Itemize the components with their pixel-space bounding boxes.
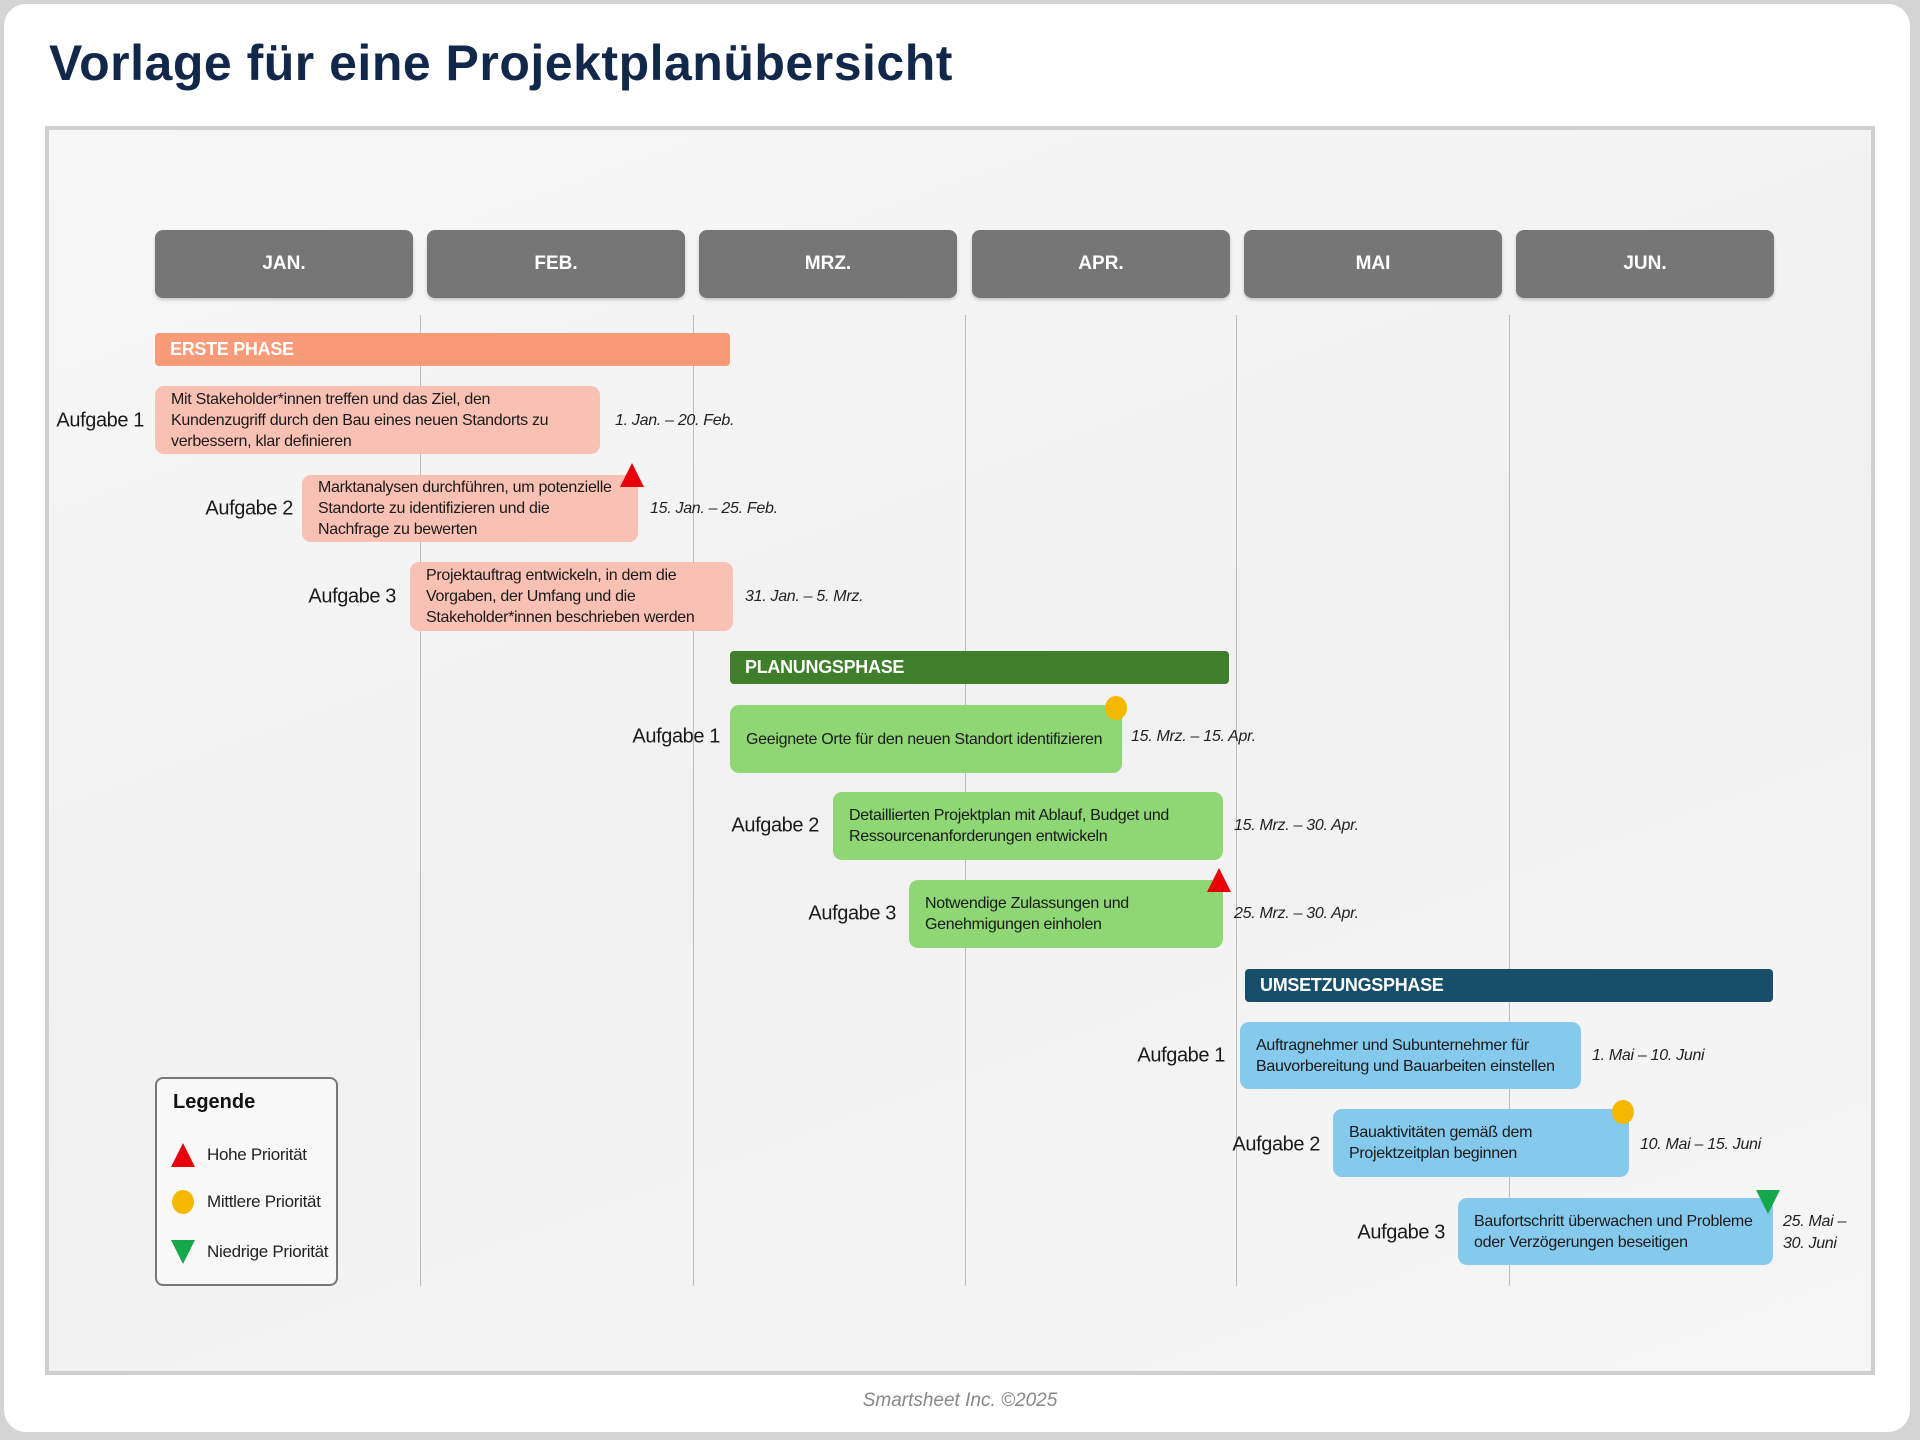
task-bar[interactable]: Mit Stakeholder*innen treffen und das Zi… bbox=[155, 386, 600, 454]
phase-bar-erste-phase: ERSTE PHASE bbox=[155, 333, 730, 366]
task-text: Detaillierten Projektplan mit Ablauf, Bu… bbox=[849, 807, 1170, 845]
task-dates-line: 30. Juni bbox=[1783, 1235, 1837, 1252]
task-label: Aufgabe 3 bbox=[308, 585, 396, 608]
task-label: Aufgabe 1 bbox=[56, 409, 144, 432]
month-header-may: MAI bbox=[1244, 230, 1502, 298]
month-header-jun: JUN. bbox=[1516, 230, 1774, 298]
task-bar[interactable]: Auftragnehmer und Subunternehmer für Bau… bbox=[1240, 1022, 1581, 1089]
task-text: Geeignete Orte für den neuen Standort id… bbox=[746, 730, 1103, 748]
red-triangle-up-icon bbox=[171, 1143, 195, 1167]
medium-priority-icon bbox=[1105, 696, 1127, 720]
task-dates: 25. Mai – 30. Juni bbox=[1783, 1211, 1846, 1255]
task-text: Auftragnehmer und Subunternehmer für Bau… bbox=[1256, 1036, 1555, 1075]
month-divider bbox=[420, 315, 421, 1286]
task-dates: 25. Mrz. – 30. Apr. bbox=[1234, 905, 1359, 922]
task-bar[interactable]: Geeignete Orte für den neuen Standort id… bbox=[730, 705, 1122, 773]
legend-item-low: Niedrige Priorität bbox=[171, 1240, 329, 1264]
task-label: Aufgabe 2 bbox=[1232, 1133, 1320, 1156]
phase-bar-umsetzungsphase: UMSETZUNGSPHASE bbox=[1245, 969, 1773, 1002]
month-header-jan: JAN. bbox=[155, 230, 413, 298]
phase-bar-planungsphase: PLANUNGSPHASE bbox=[730, 651, 1229, 684]
task-dates: 15. Mrz. – 30. Apr. bbox=[1234, 817, 1359, 834]
task-label: Aufgabe 3 bbox=[1357, 1221, 1445, 1244]
month-header-feb: FEB. bbox=[427, 230, 685, 298]
task-label: Aufgabe 3 bbox=[808, 902, 896, 925]
task-dates: 10. Mai – 15. Juni bbox=[1640, 1136, 1761, 1153]
month-divider bbox=[693, 315, 694, 1286]
legend-label: Hohe Priorität bbox=[207, 1145, 307, 1164]
task-label: Aufgabe 2 bbox=[205, 497, 293, 520]
yellow-circle-icon bbox=[172, 1190, 194, 1214]
legend-label: Mittlere Priorität bbox=[207, 1192, 321, 1211]
high-priority-icon bbox=[620, 463, 644, 487]
task-text: Marktanalysen durchführen, um potenziell… bbox=[318, 479, 612, 538]
month-header-mar: MRZ. bbox=[699, 230, 957, 298]
task-label: Aufgabe 1 bbox=[632, 725, 720, 748]
low-priority-icon bbox=[1756, 1190, 1780, 1214]
task-bar[interactable]: Notwendige Zulassungen und Genehmigungen… bbox=[909, 880, 1223, 948]
task-text: Projektauftrag entwickeln, in dem die Vo… bbox=[426, 567, 695, 626]
medium-priority-icon bbox=[1612, 1100, 1634, 1124]
task-dates: 31. Jan. – 5. Mrz. bbox=[745, 588, 864, 605]
task-dates-line: 25. Mai – bbox=[1783, 1213, 1847, 1230]
green-triangle-down-icon bbox=[171, 1240, 195, 1264]
month-divider bbox=[1236, 315, 1237, 1286]
task-dates: 15. Mrz. – 15. Apr. bbox=[1131, 728, 1256, 745]
task-text: Bauaktivitäten gemäß dem Projektzeitplan… bbox=[1349, 1124, 1533, 1162]
legend-item-medium: Mittlere Priorität bbox=[171, 1190, 321, 1214]
month-header-apr: APR. bbox=[972, 230, 1230, 298]
task-bar[interactable]: Projektauftrag entwickeln, in dem die Vo… bbox=[410, 562, 733, 631]
task-text: Notwendige Zulassungen und Genehmigungen… bbox=[925, 895, 1129, 933]
task-bar[interactable]: Bauaktivitäten gemäß dem Projektzeitplan… bbox=[1333, 1109, 1629, 1177]
legend-item-high: Hohe Priorität bbox=[171, 1143, 307, 1167]
task-text: Mit Stakeholder*innen treffen und das Zi… bbox=[171, 390, 549, 450]
footer-copyright: Smartsheet Inc. ©2025 bbox=[862, 1390, 1058, 1411]
task-bar[interactable]: Marktanalysen durchführen, um potenziell… bbox=[302, 475, 638, 542]
task-text: Baufortschritt überwachen und Probleme o… bbox=[1474, 1212, 1753, 1251]
high-priority-icon bbox=[1207, 868, 1231, 892]
legend: Legende Hohe Priorität Mittlere Prioritä… bbox=[155, 1077, 338, 1286]
task-bar[interactable]: Baufortschritt überwachen und Probleme o… bbox=[1458, 1198, 1773, 1265]
task-dates: 15. Jan. – 25. Feb. bbox=[650, 500, 778, 517]
legend-label: Niedrige Priorität bbox=[207, 1242, 329, 1261]
task-bar[interactable]: Detaillierten Projektplan mit Ablauf, Bu… bbox=[833, 792, 1223, 860]
page-title: Vorlage für eine Projektplanübersicht bbox=[49, 35, 953, 91]
task-label: Aufgabe 1 bbox=[1137, 1044, 1225, 1067]
task-label: Aufgabe 2 bbox=[731, 814, 819, 837]
task-dates: 1. Jan. – 20. Feb. bbox=[615, 412, 735, 429]
task-dates: 1. Mai – 10. Juni bbox=[1592, 1047, 1705, 1064]
month-divider bbox=[1509, 315, 1510, 1286]
legend-title: Legende bbox=[173, 1091, 256, 1113]
